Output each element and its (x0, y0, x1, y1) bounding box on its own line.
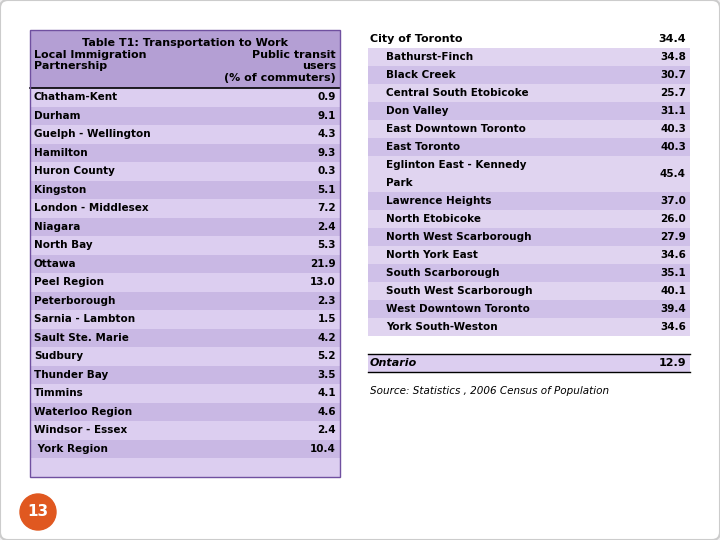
Text: Source: Statistics , 2006 Census of Population: Source: Statistics , 2006 Census of Popu… (370, 387, 609, 396)
Text: 34.4: 34.4 (658, 34, 686, 44)
Text: North West Scarborough: North West Scarborough (386, 232, 531, 242)
Text: Eglinton East - Kennedy: Eglinton East - Kennedy (386, 160, 526, 170)
Bar (30, 125, 340, 144)
Text: 5.3: 5.3 (318, 240, 336, 250)
Text: York Region: York Region (34, 444, 108, 454)
Text: Bathurst-Finch: Bathurst-Finch (386, 52, 473, 62)
Text: 37.0: 37.0 (660, 196, 686, 206)
Text: 9.1: 9.1 (318, 111, 336, 121)
Bar (30, 180, 340, 199)
Bar (30, 254, 340, 273)
Bar (30, 402, 340, 421)
Text: Huron County: Huron County (34, 166, 115, 176)
Text: 25.7: 25.7 (660, 88, 686, 98)
Text: Park: Park (386, 178, 413, 188)
Bar (30, 440, 340, 458)
Text: (% of commuters): (% of commuters) (224, 73, 336, 83)
Bar (368, 156, 690, 192)
Text: 0.3: 0.3 (318, 166, 336, 176)
Text: 26.0: 26.0 (660, 214, 686, 224)
Text: 5.2: 5.2 (318, 351, 336, 361)
Bar (30, 162, 340, 180)
Text: 12.9: 12.9 (658, 358, 686, 368)
Text: 35.1: 35.1 (660, 268, 686, 278)
Text: Niagara: Niagara (34, 222, 81, 232)
Text: Waterloo Region: Waterloo Region (34, 407, 132, 417)
Bar (368, 102, 690, 120)
Text: Sault Ste. Marie: Sault Ste. Marie (34, 333, 129, 343)
Text: 7.2: 7.2 (318, 203, 336, 213)
Text: 2.3: 2.3 (318, 296, 336, 306)
Text: 4.6: 4.6 (318, 407, 336, 417)
Text: 3.5: 3.5 (318, 370, 336, 380)
Text: 21.9: 21.9 (310, 259, 336, 269)
Text: 1.5: 1.5 (318, 314, 336, 324)
Text: 39.4: 39.4 (660, 304, 686, 314)
Bar (368, 336, 690, 354)
Text: 31.1: 31.1 (660, 106, 686, 116)
Text: Public transit: Public transit (253, 50, 336, 60)
Text: Guelph - Wellington: Guelph - Wellington (34, 129, 150, 139)
Text: York South-Weston: York South-Weston (386, 322, 498, 332)
Text: West Downtown Toronto: West Downtown Toronto (386, 304, 530, 314)
Bar (30, 30, 340, 476)
Bar (368, 120, 690, 138)
Bar (30, 328, 340, 347)
Text: 40.1: 40.1 (660, 286, 686, 296)
Text: 5.1: 5.1 (318, 185, 336, 195)
Text: Sudbury: Sudbury (34, 351, 83, 361)
Circle shape (20, 494, 56, 530)
Text: 40.3: 40.3 (660, 124, 686, 134)
Bar (30, 458, 340, 476)
Bar (30, 30, 340, 88)
Text: Chatham-Kent: Chatham-Kent (34, 92, 118, 102)
Bar (30, 218, 340, 236)
Text: 34.6: 34.6 (660, 250, 686, 260)
Bar (30, 106, 340, 125)
Bar (30, 199, 340, 218)
Text: Table T1: Transportation to Work: Table T1: Transportation to Work (82, 38, 288, 48)
Text: Kingston: Kingston (34, 185, 86, 195)
Text: Timmins: Timmins (34, 388, 84, 399)
Bar (368, 66, 690, 84)
Bar (30, 310, 340, 328)
Bar (368, 192, 690, 210)
Text: Local Immigration: Local Immigration (34, 50, 146, 60)
Text: 27.9: 27.9 (660, 232, 686, 242)
Bar (368, 30, 690, 48)
Text: 9.3: 9.3 (318, 148, 336, 158)
Bar (368, 318, 690, 336)
Text: 40.3: 40.3 (660, 142, 686, 152)
Text: Hamilton: Hamilton (34, 148, 88, 158)
Bar (30, 292, 340, 310)
Bar (30, 273, 340, 292)
Text: 0.9: 0.9 (318, 92, 336, 102)
Text: 4.2: 4.2 (318, 333, 336, 343)
Text: London - Middlesex: London - Middlesex (34, 203, 148, 213)
Text: North Bay: North Bay (34, 240, 93, 250)
Text: Central South Etobicoke: Central South Etobicoke (386, 88, 528, 98)
Bar (368, 246, 690, 264)
Text: Peterborough: Peterborough (34, 296, 115, 306)
Text: Sarnia - Lambton: Sarnia - Lambton (34, 314, 135, 324)
Text: 2.4: 2.4 (318, 222, 336, 232)
Bar (368, 264, 690, 282)
Bar (368, 210, 690, 228)
Text: 13.0: 13.0 (310, 277, 336, 287)
Text: North York East: North York East (386, 250, 478, 260)
Bar (368, 48, 690, 66)
Bar (368, 84, 690, 102)
Bar (368, 300, 690, 318)
Bar (368, 228, 690, 246)
Text: Black Creek: Black Creek (386, 70, 456, 80)
Bar (368, 138, 690, 156)
Text: North Etobicoke: North Etobicoke (386, 214, 481, 224)
Text: 4.3: 4.3 (318, 129, 336, 139)
Text: Don Valley: Don Valley (386, 106, 449, 116)
Text: Lawrence Heights: Lawrence Heights (386, 196, 492, 206)
Text: Partnership: Partnership (34, 61, 107, 71)
Bar (30, 347, 340, 366)
Text: users: users (302, 61, 336, 71)
Text: Ontario: Ontario (370, 358, 418, 368)
